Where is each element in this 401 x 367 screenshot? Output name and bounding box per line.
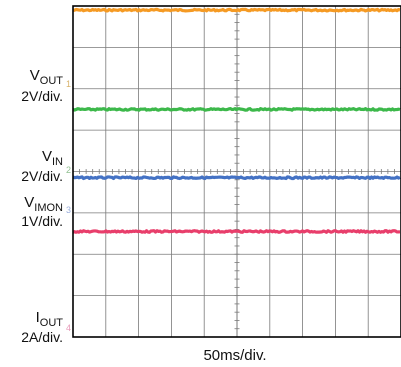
label-iout-scale: 2A/div. [21, 329, 63, 345]
label-vout-sub: OUT [40, 75, 64, 87]
label-vimon-name: VIMON [24, 194, 63, 214]
label-vin-scale: 2V/div. [21, 168, 63, 184]
label-vimon-sub: IMON [34, 202, 63, 214]
label-vout-main: V [30, 67, 40, 84]
channel-marker-vin: 2 [66, 165, 71, 175]
label-vin-name: VIN [42, 148, 63, 168]
label-vin-sub: IN [52, 156, 63, 168]
trace-1 [72, 7, 401, 13]
scope-frame [72, 5, 401, 338]
trace-3 [72, 175, 401, 181]
trace-2 [72, 107, 401, 112]
trace-4 [72, 229, 401, 234]
label-vout-scale: 2V/div. [21, 88, 63, 104]
label-vin-main: V [42, 148, 52, 165]
label-vimon-main: V [24, 194, 34, 211]
trace-group [72, 7, 401, 234]
label-iout-name: IOUT [36, 309, 64, 329]
scope-grid [73, 6, 401, 337]
label-iout-main: I [36, 309, 40, 326]
channel-marker-vout: 1 [66, 79, 71, 89]
label-iout-sub: OUT [40, 317, 64, 329]
x-axis-label: 50ms/div. [203, 347, 266, 364]
label-vout-name: VOUT [30, 67, 64, 87]
channel-marker-iout: 4 [66, 323, 71, 333]
channel-marker-vimon: 3 [66, 205, 71, 215]
label-vimon-scale: 1V/div. [21, 213, 63, 229]
